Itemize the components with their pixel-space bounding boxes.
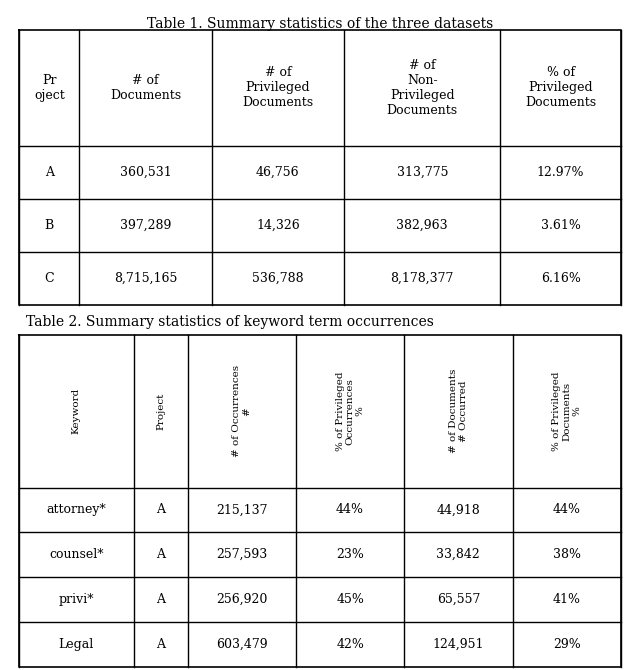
Text: % of Privileged
Documents
%: % of Privileged Documents % [552, 372, 581, 451]
Text: C: C [44, 272, 54, 285]
Text: 8,715,165: 8,715,165 [114, 272, 177, 285]
Text: Table 1. Summary statistics of the three datasets: Table 1. Summary statistics of the three… [147, 17, 493, 31]
Text: # of Occurrences
#: # of Occurrences # [232, 365, 252, 458]
Text: Table 2. Summary statistics of keyword term occurrences: Table 2. Summary statistics of keyword t… [26, 315, 433, 329]
Text: 257,593: 257,593 [216, 548, 268, 561]
Text: 44%: 44% [336, 503, 364, 517]
Text: Pr
oject: Pr oject [34, 74, 65, 102]
Text: 29%: 29% [553, 638, 580, 651]
Text: 382,963: 382,963 [396, 218, 448, 232]
Text: A: A [156, 503, 165, 517]
Text: 45%: 45% [336, 593, 364, 606]
Text: 46,756: 46,756 [256, 165, 300, 179]
Text: 397,289: 397,289 [120, 218, 172, 232]
Text: 44%: 44% [553, 503, 580, 517]
Text: # of Documents
# Occurred: # of Documents # Occurred [449, 369, 468, 454]
Text: 124,951: 124,951 [433, 638, 484, 651]
Text: 603,479: 603,479 [216, 638, 268, 651]
Text: A: A [45, 165, 54, 179]
Text: counsel*: counsel* [49, 548, 104, 561]
Text: Project: Project [156, 393, 165, 430]
Text: 38%: 38% [553, 548, 580, 561]
Text: attorney*: attorney* [47, 503, 106, 517]
Text: 6.16%: 6.16% [541, 272, 580, 285]
Text: A: A [156, 638, 165, 651]
Text: # of
Documents: # of Documents [110, 74, 181, 102]
Text: 215,137: 215,137 [216, 503, 268, 517]
Text: 313,775: 313,775 [397, 165, 448, 179]
Text: privi*: privi* [59, 593, 94, 606]
Text: # of
Privileged
Documents: # of Privileged Documents [243, 66, 314, 109]
Text: 256,920: 256,920 [216, 593, 268, 606]
Text: 14,326: 14,326 [256, 218, 300, 232]
Text: A: A [156, 548, 165, 561]
Text: 42%: 42% [336, 638, 364, 651]
Text: % of Privileged
Occurrences
%: % of Privileged Occurrences % [335, 372, 365, 451]
Text: 3.61%: 3.61% [541, 218, 580, 232]
Text: 360,531: 360,531 [120, 165, 172, 179]
Text: 23%: 23% [336, 548, 364, 561]
Text: 44,918: 44,918 [436, 503, 480, 517]
Text: # of
Non-
Privileged
Documents: # of Non- Privileged Documents [387, 59, 458, 117]
Text: Keyword: Keyword [72, 388, 81, 434]
Text: Legal: Legal [59, 638, 94, 651]
Text: A: A [156, 593, 165, 606]
Text: 8,178,377: 8,178,377 [390, 272, 454, 285]
Text: 536,788: 536,788 [252, 272, 304, 285]
Text: % of
Privileged
Documents: % of Privileged Documents [525, 66, 596, 109]
Text: 41%: 41% [553, 593, 580, 606]
Text: 33,842: 33,842 [436, 548, 480, 561]
Text: 65,557: 65,557 [436, 593, 480, 606]
Text: 12.97%: 12.97% [537, 165, 584, 179]
Text: B: B [45, 218, 54, 232]
